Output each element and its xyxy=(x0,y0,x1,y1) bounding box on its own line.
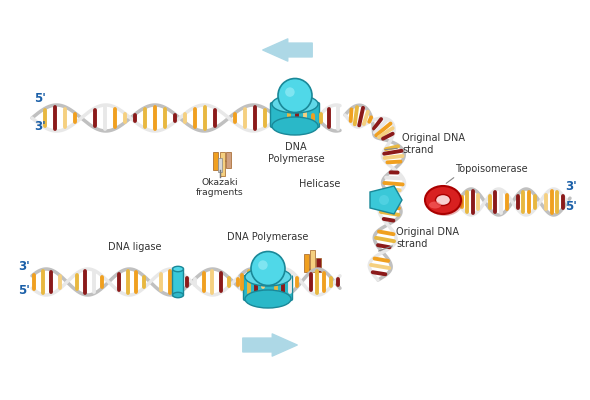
Text: 5': 5' xyxy=(34,92,46,105)
Ellipse shape xyxy=(173,266,183,272)
FancyBboxPatch shape xyxy=(244,276,293,300)
Ellipse shape xyxy=(173,292,183,298)
Text: Topoisomerase: Topoisomerase xyxy=(455,164,527,174)
FancyBboxPatch shape xyxy=(172,268,183,296)
Ellipse shape xyxy=(429,202,441,208)
Polygon shape xyxy=(370,186,402,214)
Text: Helicase: Helicase xyxy=(299,179,340,189)
Ellipse shape xyxy=(427,188,463,216)
Circle shape xyxy=(379,195,389,205)
Ellipse shape xyxy=(245,290,291,308)
Text: 5': 5' xyxy=(18,284,30,297)
Bar xyxy=(225,152,231,168)
Text: 3': 3' xyxy=(18,260,30,273)
Text: Original DNA
strand: Original DNA strand xyxy=(402,133,465,155)
Bar xyxy=(219,170,221,178)
Circle shape xyxy=(258,260,268,270)
Text: DNA
Polymerase: DNA Polymerase xyxy=(268,142,324,164)
Ellipse shape xyxy=(272,95,318,113)
Ellipse shape xyxy=(435,194,451,206)
Ellipse shape xyxy=(425,186,461,214)
Bar xyxy=(310,250,314,272)
Bar xyxy=(303,254,309,272)
Text: DNA ligase: DNA ligase xyxy=(108,242,162,252)
Text: 3': 3' xyxy=(565,180,577,193)
Circle shape xyxy=(285,87,294,97)
Circle shape xyxy=(251,252,285,286)
Circle shape xyxy=(278,78,312,112)
Ellipse shape xyxy=(272,117,318,135)
Bar xyxy=(218,158,222,172)
FancyBboxPatch shape xyxy=(270,102,320,128)
Ellipse shape xyxy=(245,268,291,286)
Text: 5': 5' xyxy=(565,200,577,213)
Text: Okazaki
fragments: Okazaki fragments xyxy=(196,178,244,198)
Bar xyxy=(212,152,218,170)
Text: DNA Polymerase: DNA Polymerase xyxy=(227,232,309,242)
Text: Original DNA
strand: Original DNA strand xyxy=(396,227,459,249)
Bar xyxy=(219,152,225,176)
Text: 3': 3' xyxy=(34,120,46,133)
Bar xyxy=(316,258,320,272)
